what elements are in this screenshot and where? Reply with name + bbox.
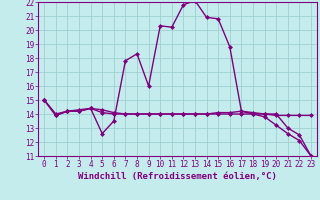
- X-axis label: Windchill (Refroidissement éolien,°C): Windchill (Refroidissement éolien,°C): [78, 172, 277, 181]
